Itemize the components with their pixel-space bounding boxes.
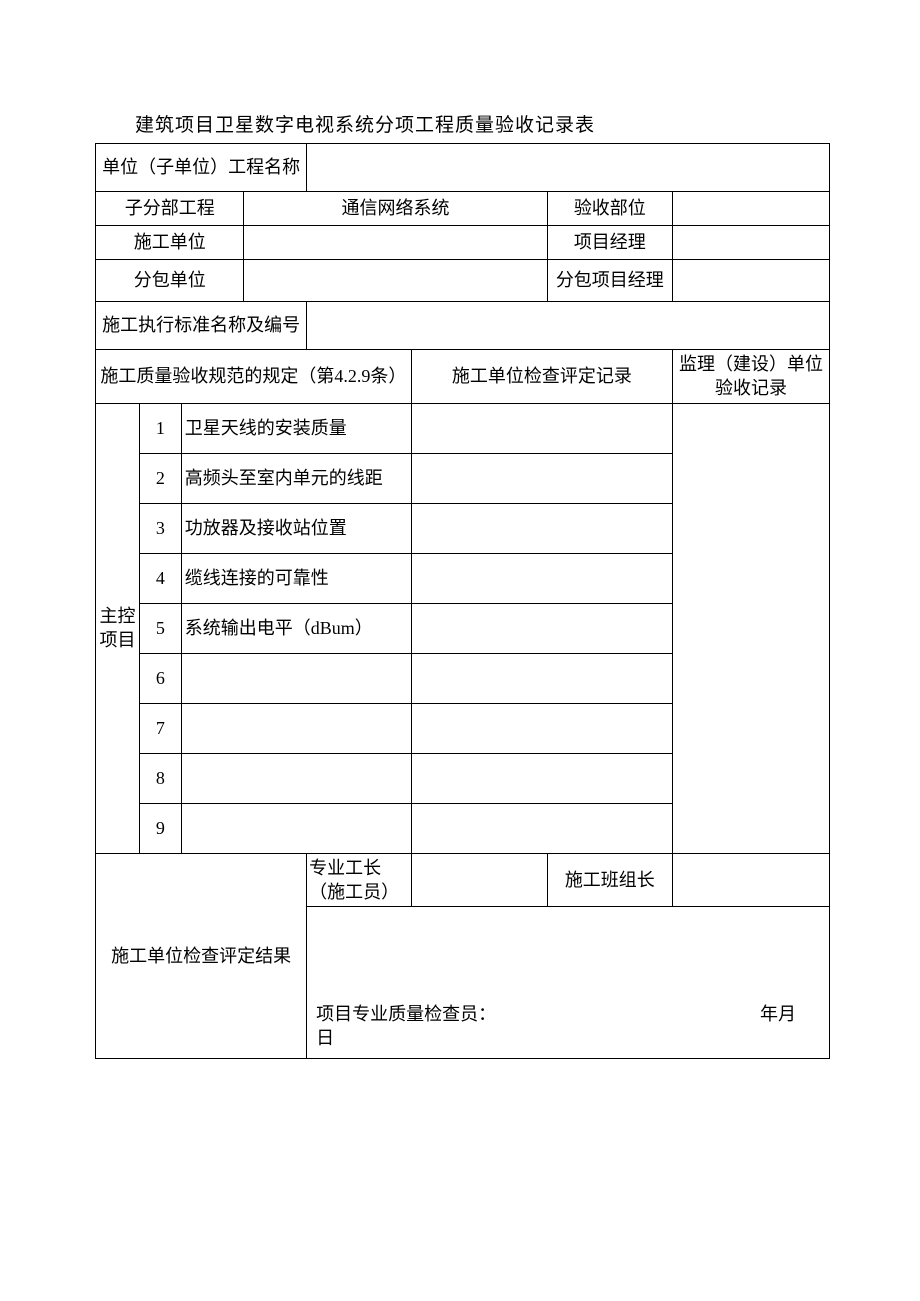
label-subcontract-unit: 分包单位	[96, 260, 244, 302]
item-check-7	[411, 703, 672, 753]
item-num-2: 2	[139, 453, 181, 503]
item-text-5: 系统输出电平（dBum）	[181, 603, 411, 653]
page-title: 建筑项目卫星数字电视系统分项工程质量验收记录表	[135, 110, 830, 137]
item-check-2	[411, 453, 672, 503]
col-supervisor: 监理（建设）单位验收记录	[673, 350, 830, 404]
value-subcontract-pm	[673, 260, 830, 302]
label-unit-check-result: 施工单位检查评定结果	[96, 853, 307, 1059]
item-check-6	[411, 653, 672, 703]
item-num-8: 8	[139, 753, 181, 803]
label-subcontract-pm: 分包项目经理	[547, 260, 672, 302]
label-unit-project-name: 单位（子单位）工程名称	[96, 144, 307, 192]
item-text-3: 功放器及接收站位置	[181, 503, 411, 553]
item-num-5: 5	[139, 603, 181, 653]
value-standard-name	[307, 302, 830, 350]
item-text-8	[181, 753, 411, 803]
item-check-1	[411, 403, 672, 453]
value-unit-project-name	[307, 144, 830, 192]
item-text-4: 缆线连接的可靠性	[181, 553, 411, 603]
label-standard-name: 施工执行标准名称及编号	[96, 302, 307, 350]
acceptance-table: 单位（子单位）工程名称 子分部工程 通信网络系统 验收部位 施工单位 项目经理 …	[95, 143, 830, 1059]
item-num-4: 4	[139, 553, 181, 603]
value-acceptance-part	[673, 192, 830, 226]
col-spec: 施工质量验收规范的规定（第4.2.9条）	[96, 350, 412, 404]
label-foreman: 专业工长（施工员）	[307, 853, 412, 907]
value-construction-unit	[244, 226, 547, 260]
col-check-record: 施工单位检查评定记录	[411, 350, 672, 404]
item-text-2: 高频头至室内单元的线距	[181, 453, 411, 503]
item-check-5	[411, 603, 672, 653]
item-check-3	[411, 503, 672, 553]
label-date-ym: 年月	[760, 1002, 796, 1026]
item-text-6	[181, 653, 411, 703]
item-num-3: 3	[139, 503, 181, 553]
item-num-9: 9	[139, 803, 181, 853]
value-subcontract-unit	[244, 260, 547, 302]
item-text-1: 卫星天线的安装质量	[181, 403, 411, 453]
label-main-control: 主控项目	[96, 403, 140, 853]
item-num-1: 1	[139, 403, 181, 453]
value-foreman	[411, 853, 547, 907]
label-inspector: 项目专业质量检查员：	[316, 1002, 496, 1026]
value-team-leader	[673, 853, 830, 907]
label-project-manager: 项目经理	[547, 226, 672, 260]
value-sub-division: 通信网络系统	[244, 192, 547, 226]
label-sub-division: 子分部工程	[96, 192, 244, 226]
item-text-9	[181, 803, 411, 853]
inspector-date-cell: 项目专业质量检查员： 年月 日	[307, 977, 830, 1059]
item-check-9	[411, 803, 672, 853]
item-check-4	[411, 553, 672, 603]
item-text-7	[181, 703, 411, 753]
value-project-manager	[673, 226, 830, 260]
label-acceptance-part: 验收部位	[547, 192, 672, 226]
result-blank	[307, 907, 830, 977]
supervisor-record	[673, 403, 830, 853]
item-check-8	[411, 753, 672, 803]
label-date-d: 日	[316, 1028, 334, 1048]
item-num-7: 7	[139, 703, 181, 753]
label-construction-unit: 施工单位	[96, 226, 244, 260]
item-num-6: 6	[139, 653, 181, 703]
label-team-leader: 施工班组长	[547, 853, 672, 907]
